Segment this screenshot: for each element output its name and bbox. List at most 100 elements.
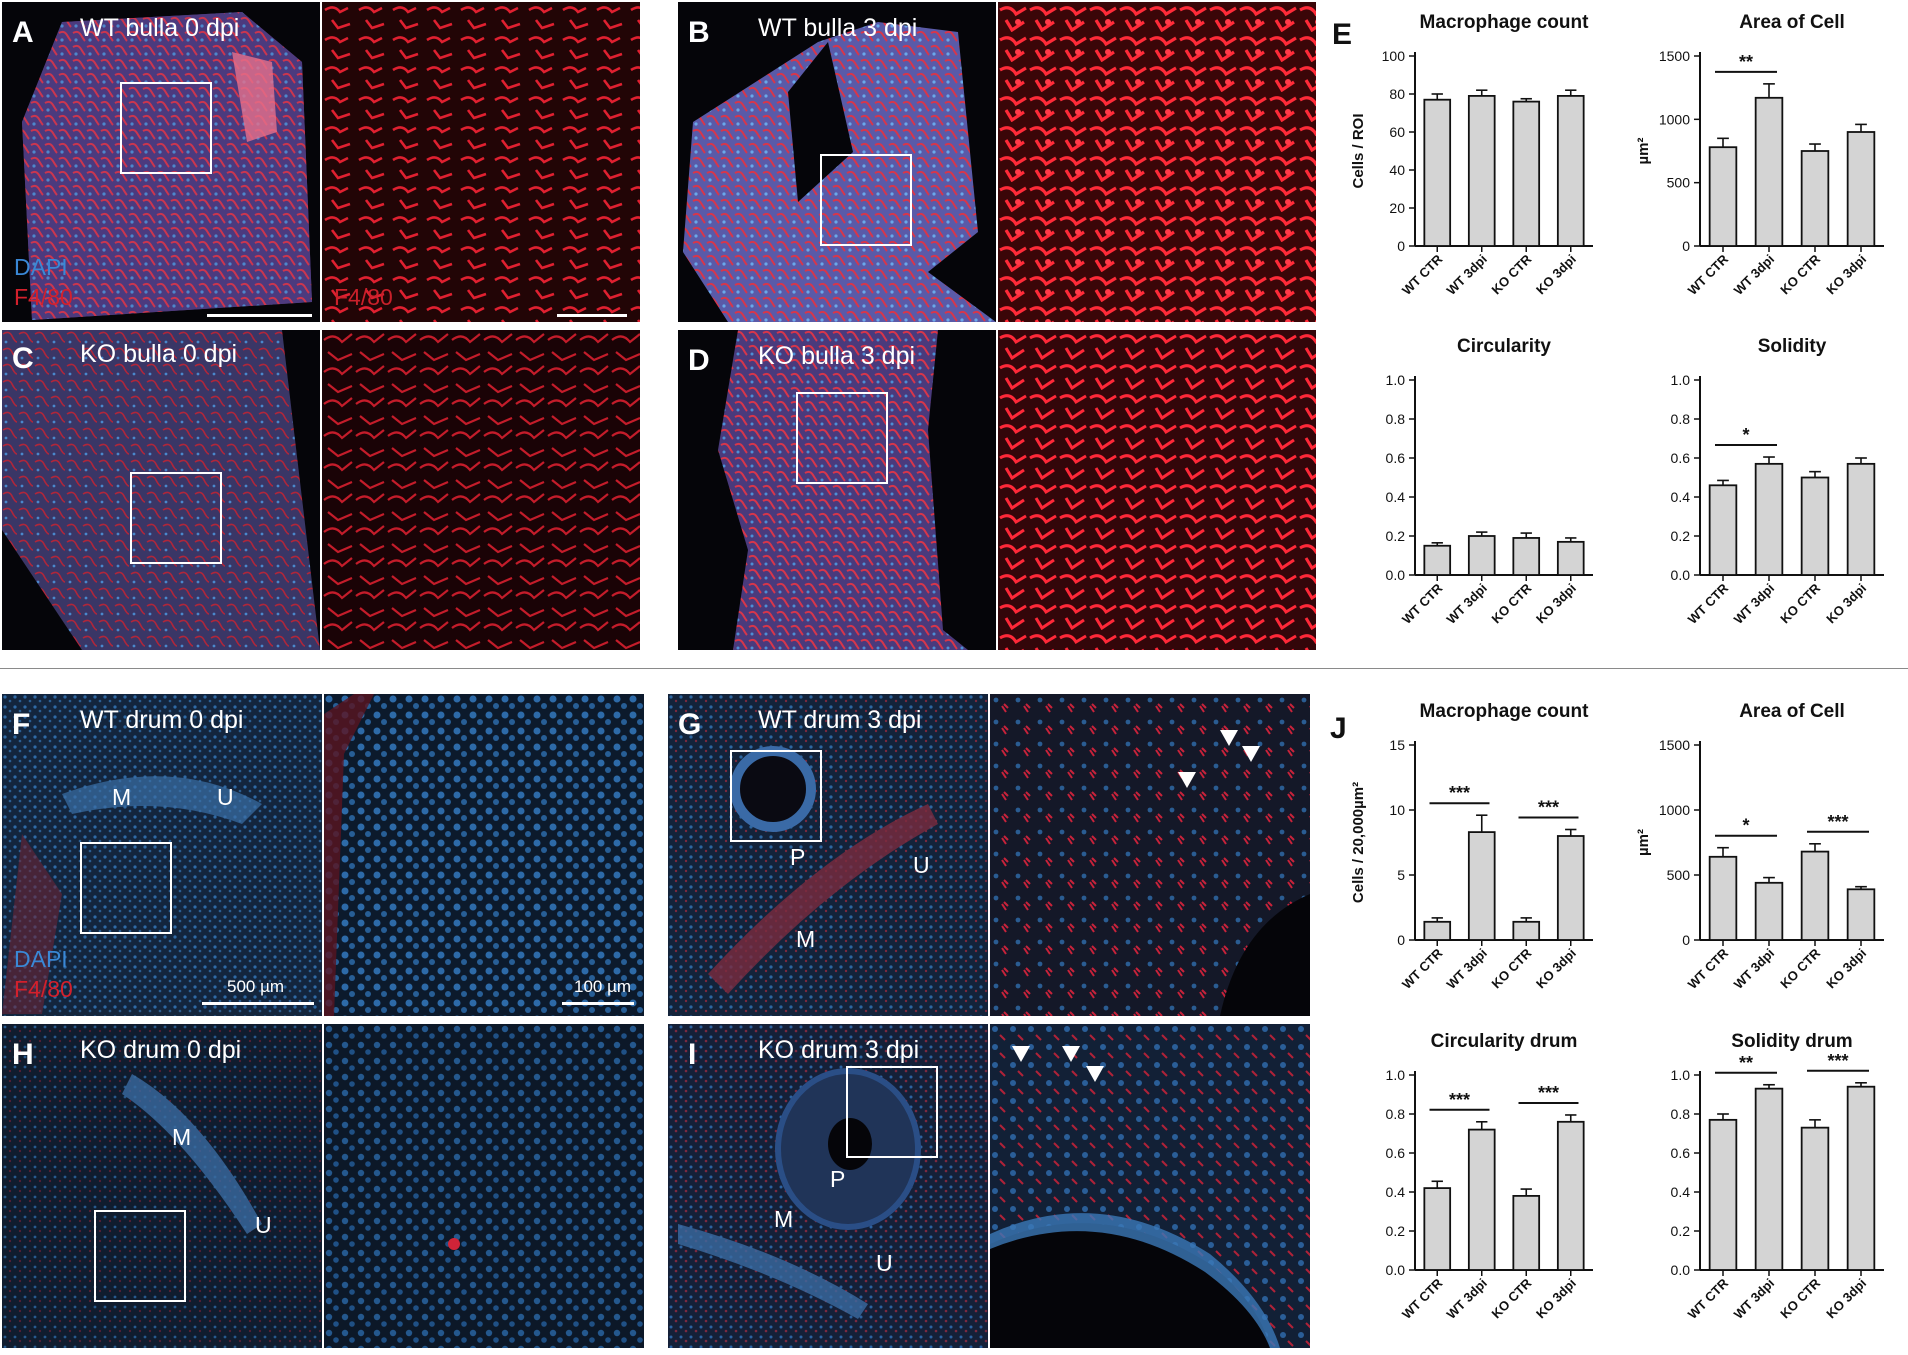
scale-bar-label: 500 µm [227,977,285,996]
arrowhead-icon [1062,1046,1080,1062]
zoom-region-box [730,750,822,842]
y-tick-label: 0 [1682,238,1690,254]
significance-label: * [1742,816,1749,836]
panel-d-zoom [998,330,1316,650]
panel-g-zoom [990,694,1310,1016]
bar [1846,131,1876,247]
bar [1708,1118,1738,1271]
x-tick-label: KO CTR [1777,1275,1823,1321]
panel-title: KO drum 0 dpi [80,1036,242,1064]
bar [1423,544,1452,576]
tissue-image [324,1024,644,1348]
x-tick-label: WT 3dpi [1444,252,1490,298]
significance-label: ** [1739,52,1753,72]
y-tick-label: 80 [1389,86,1405,102]
x-tick-label: KO 3dpi [1823,581,1869,627]
panel-b-zoom [998,2,1316,322]
x-tick-label: KO CTR [1489,251,1535,297]
chart-e-area-of-cell: Area of Cell µm² 0 500 1000 1500 WT CTR WT 3dpi… [1620,6,1906,326]
bar [1512,1194,1541,1271]
label-m: M [112,784,132,810]
tissue-image [998,2,1316,322]
dapi-legend: DAPI [14,254,68,280]
y-tick-label: 1000 [1659,111,1690,127]
y-tick-label: 1.0 [1386,1067,1406,1083]
y-tick-label: 10 [1389,802,1405,818]
significance-label: *** [1538,798,1559,818]
panel-a-overview: A WT bulla 0 dpi DAPI F4/80 [2,2,320,322]
x-tick-label: KO 3dpi [1533,581,1579,627]
bar-chart-svg: Macrophage count Cells / ROI 0 20 40 60 80 100 W… [1350,12,1593,298]
y-axis-label: µm² [1635,829,1652,856]
bar [1708,855,1738,941]
x-tick-label: WT CTR [1685,580,1732,627]
bar [1556,835,1585,941]
x-tick-label: KO 3dpi [1823,1276,1869,1322]
tissue-image [718,330,968,650]
arrowhead-icon [1086,1066,1104,1082]
bar [1423,98,1452,247]
panel-label: D [688,344,710,377]
x-tick-label: WT 3dpi [1731,1276,1777,1322]
y-tick-label: 0.4 [1386,489,1406,505]
panel-a-zoom: F4/80 [322,2,640,322]
f480-legend: F4/80 [14,976,73,1002]
y-tick-label: 0.4 [1671,1184,1691,1200]
label-m: M [172,1124,192,1150]
y-tick-label: 0.6 [1386,450,1406,466]
bar [1556,540,1585,576]
bar [1556,95,1585,247]
panel-label: F [12,708,31,741]
zoom-region-box [130,472,222,564]
significance-label: ** [1739,1053,1753,1073]
scale-bar-label: 100 µm [574,977,632,996]
bar [1754,1087,1784,1271]
y-tick-label: 0.2 [1671,1223,1691,1239]
panel-label: H [12,1038,34,1071]
tissue-image [668,1024,988,1348]
bar [1846,888,1876,941]
bar [1708,484,1738,576]
y-tick-label: 0.0 [1671,567,1691,583]
x-tick-label: KO CTR [1489,1275,1535,1321]
x-tick-label: WT 3dpi [1444,581,1490,627]
arrowhead-icon [1178,772,1196,788]
chart-e-circularity: Circularity 0.0 0.2 0.4 0.6 0.8 1.0 WT CTR WT 3d… [1335,330,1615,655]
panel-title: WT bulla 3 dpi [758,14,918,42]
arrowhead-icon [1242,746,1260,762]
zoom-region-box [120,82,212,174]
zoom-region-box [820,154,912,246]
y-tick-label: 1.0 [1671,372,1691,388]
label-u: U [255,1212,272,1238]
bar [1800,1126,1830,1271]
f480-legend: F4/80 [334,284,393,310]
zoom-region-box [846,1066,938,1158]
y-tick-label: 0.0 [1386,1262,1406,1278]
x-tick-label: WT 3dpi [1731,252,1777,298]
y-tick-label: 0.4 [1671,489,1691,505]
y-tick-label: 1.0 [1671,1067,1691,1083]
chart-title: Area of Cell [1739,701,1845,722]
bar [1846,1085,1876,1271]
y-tick-label: 500 [1667,175,1691,191]
panel-label: C [12,342,34,375]
y-tick-label: 0 [1682,932,1690,948]
bar [1846,462,1876,576]
panel-f-overview: F WT drum 0 dpi M U DAPI F4/80 500 µm [2,694,322,1016]
bar [1708,146,1738,247]
significance-label: * [1742,425,1749,445]
chart-j-area-of-cell: Area of Cell µm² 0 500 1000 1500 WT CTR WT 3dpi… [1620,695,1906,1020]
y-tick-label: 0.6 [1386,1145,1406,1161]
significance-label: *** [1827,812,1848,832]
panel-title: WT bulla 0 dpi [80,14,240,42]
y-tick-label: 1500 [1659,48,1690,64]
x-tick-label: KO CTR [1777,251,1823,297]
bar [1800,850,1830,941]
x-tick-label: WT 3dpi [1731,946,1777,992]
y-tick-label: 5 [1397,867,1405,883]
chart-title: Solidity drum [1731,1031,1852,1052]
bar [1467,831,1496,941]
tissue-image [2,1024,322,1348]
